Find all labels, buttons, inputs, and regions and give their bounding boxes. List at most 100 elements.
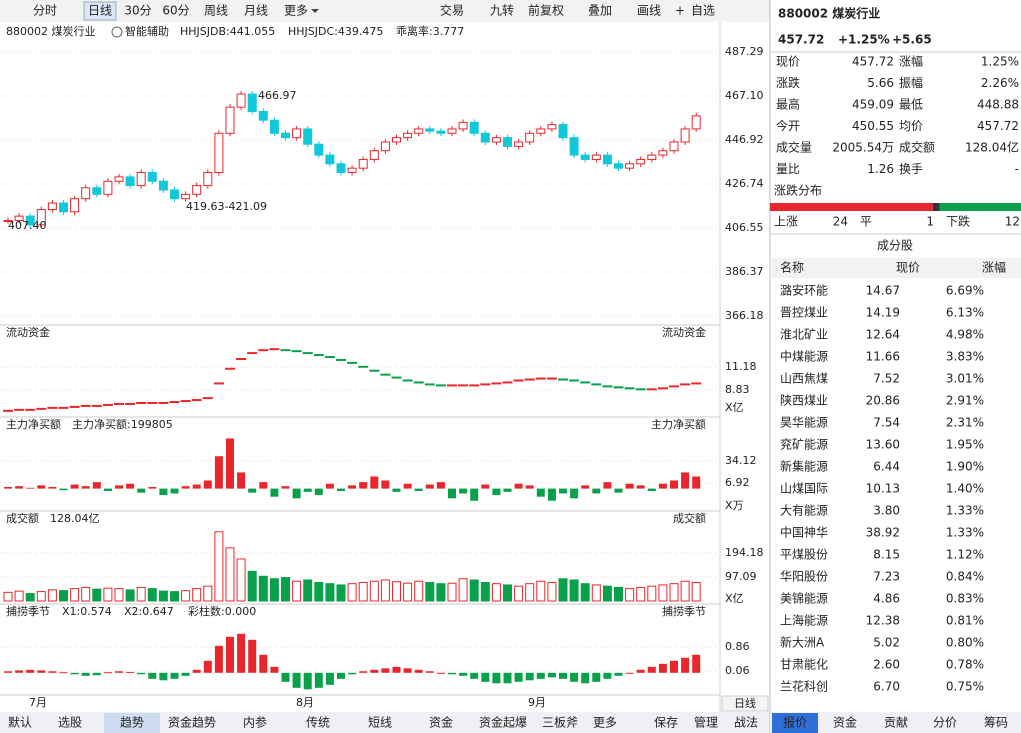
volume-bar <box>192 588 202 602</box>
volume-bar <box>325 583 335 602</box>
toolbar-button[interactable]: 九转 <box>490 3 514 18</box>
candle <box>269 119 279 134</box>
assist-label[interactable]: 智能辅助 <box>125 24 169 38</box>
toolbar-tab[interactable]: 60分 <box>162 4 189 18</box>
toolbar-tab[interactable]: 周线 <box>204 4 228 18</box>
month-label: 7月 <box>29 696 47 709</box>
quote-label: 最低 <box>899 98 923 112</box>
stock-name[interactable]: 山西焦煤 <box>780 372 828 386</box>
toolbar-tab[interactable]: 日线 <box>88 4 112 18</box>
stock-name[interactable]: 新集能源 <box>780 459 828 474</box>
stock-name[interactable]: 昊华能源 <box>780 416 828 430</box>
stock-name[interactable]: 平煤股份 <box>780 548 828 562</box>
candle <box>547 124 557 130</box>
stock-name[interactable]: 美锦能源 <box>780 592 828 606</box>
bottom-tab[interactable]: 战法 <box>734 716 758 730</box>
right-tab[interactable]: 资金 <box>833 715 857 730</box>
candle <box>125 176 135 187</box>
panel-title-right: 流动资金 <box>662 325 706 339</box>
stock-name[interactable]: 新大洲A <box>780 635 825 650</box>
net-bar <box>392 488 401 492</box>
candle <box>314 143 324 156</box>
toolbar-tab[interactable]: 30分 <box>124 4 151 18</box>
candle <box>380 141 390 152</box>
net-bar <box>81 486 90 489</box>
toolbar-button[interactable]: 画线 <box>637 4 661 18</box>
bottom-tab[interactable]: 默认 <box>8 715 32 730</box>
quote-value: 457.72 <box>977 119 1019 133</box>
unit-label: X亿 <box>725 401 744 414</box>
stock-name[interactable]: 大有能源 <box>780 504 828 518</box>
right-tab[interactable]: 筹码 <box>984 716 1008 730</box>
toolbar-button[interactable]: 自选 <box>691 4 715 18</box>
net-bar <box>670 480 678 489</box>
bottom-tab[interactable]: 趋势 <box>120 716 144 730</box>
stock-name[interactable]: 上海能源 <box>780 613 828 628</box>
readout: X2:0.647 <box>124 605 174 618</box>
quote-price: 457.72 <box>778 33 824 47</box>
net-bar <box>681 472 690 489</box>
stock-name[interactable]: 淮北矿业 <box>780 328 828 342</box>
net-bar <box>658 483 667 489</box>
stock-name[interactable]: 潞安环能 <box>780 283 828 298</box>
stock-change: 1.95% <box>946 438 984 452</box>
stock-name[interactable]: 山煤国际 <box>780 482 828 496</box>
season-bar <box>425 671 434 673</box>
bottom-tab[interactable]: 资金 <box>429 715 453 730</box>
dist-label: 上涨 <box>774 214 798 229</box>
stock-name[interactable]: 中煤能源 <box>780 349 828 364</box>
quote-panel-bg <box>770 0 1021 733</box>
stock-name[interactable]: 兰花科创 <box>780 679 828 694</box>
stock-name[interactable]: 华阳股份 <box>780 570 828 584</box>
stock-name[interactable]: 兖矿能源 <box>780 437 828 452</box>
candle <box>480 132 490 143</box>
bottom-tab[interactable]: 内参 <box>243 715 267 730</box>
toolbar-tab[interactable]: 更多 <box>284 4 308 18</box>
volume-bar <box>136 586 146 602</box>
season-bar <box>692 654 701 673</box>
candle <box>225 106 235 134</box>
bottom-tab[interactable]: 管理 <box>694 715 718 730</box>
season-bar <box>503 672 512 684</box>
stock-name[interactable]: 中国神华 <box>780 525 828 540</box>
candle <box>158 180 168 191</box>
bottom-tab[interactable]: 短线 <box>368 716 392 730</box>
bottom-tab[interactable]: 选股 <box>58 716 82 730</box>
bottom-tab[interactable]: 保存 <box>654 716 678 730</box>
volume-bar <box>236 558 246 602</box>
quote-label: 今开 <box>776 118 800 133</box>
toolbar-button[interactable]: 交易 <box>440 3 464 18</box>
bottom-tab[interactable]: 资金起爆 <box>479 715 527 730</box>
stock-change: 4.98% <box>946 328 984 342</box>
toolbar-tab[interactable]: 月线 <box>244 4 268 18</box>
y-tick-label: 487.29 <box>725 45 764 58</box>
toolbar-tab[interactable]: 分时 <box>33 4 57 18</box>
season-bar <box>459 672 468 676</box>
candle <box>203 172 213 187</box>
season-bar <box>203 660 212 673</box>
stock-price: 4.86 <box>873 592 900 606</box>
stock-name[interactable]: 甘肃能化 <box>780 658 828 672</box>
bottom-tab[interactable]: 资金趋势 <box>168 715 216 730</box>
volume-bar <box>103 587 113 602</box>
toolbar-button[interactable]: 叠加 <box>588 4 612 18</box>
net-bar <box>226 438 234 489</box>
toolbar-button[interactable]: 前复权 <box>528 3 564 18</box>
bottom-tab[interactable]: 传统 <box>306 715 330 730</box>
net-bar <box>692 476 701 489</box>
candle <box>614 163 623 169</box>
annotation: 407.40 <box>8 219 47 232</box>
stock-name[interactable]: 晋控煤业 <box>780 306 828 320</box>
right-tab[interactable]: 贡献 <box>884 715 908 730</box>
net-bar <box>525 485 534 489</box>
right-tab[interactable]: 分价 <box>933 716 957 730</box>
right-tab[interactable]: 报价 <box>783 715 807 730</box>
net-bar <box>148 486 157 489</box>
candle <box>103 180 113 195</box>
bottom-tab[interactable]: 更多 <box>593 716 617 730</box>
season-bar <box>92 672 101 676</box>
stock-name[interactable]: 陕西煤业 <box>780 393 828 408</box>
bottom-tab[interactable]: 三板斧 <box>542 716 578 730</box>
dist-count: 1 <box>926 215 934 229</box>
volume-bar <box>392 581 401 602</box>
